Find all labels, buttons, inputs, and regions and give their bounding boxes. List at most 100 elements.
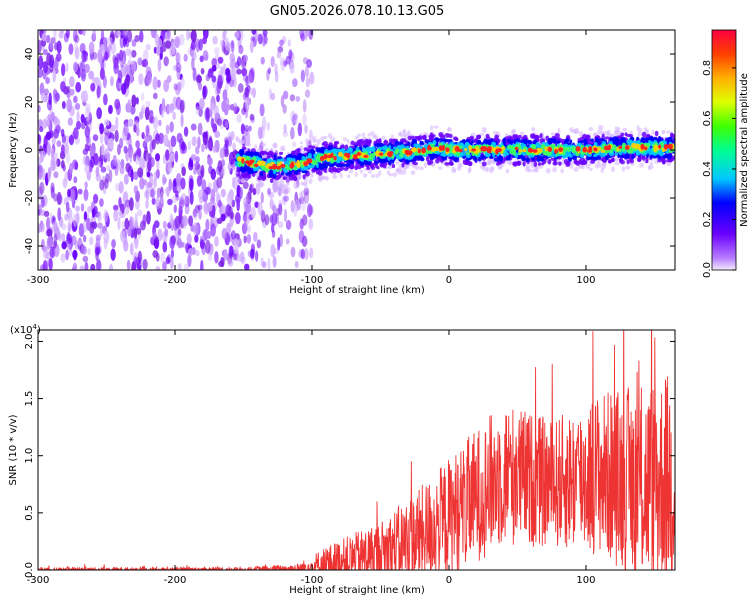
spectrogram-noise-cell	[120, 158, 125, 169]
spectrogram-noise-cell	[101, 59, 107, 71]
snr-ytick-label: 0.0	[24, 562, 35, 578]
spectrogram-noise-cell	[53, 193, 58, 202]
spectrogram-noise-cell	[91, 208, 96, 218]
spectrogram-signal-cell	[612, 136, 618, 143]
spectrogram-noise-cell	[303, 187, 310, 196]
spectrogram-signal-cell	[257, 176, 262, 181]
spectrogram-signal-cell	[407, 155, 412, 161]
spectrogram-noise-cell	[160, 186, 164, 198]
spectrogram-noise-cell	[196, 74, 203, 84]
spectrogram-signal-cell	[381, 135, 386, 140]
spectrogram-signal-cell	[502, 137, 506, 144]
spectrogram-signal-cell	[355, 163, 359, 168]
spectrogram-signal-cell	[302, 166, 308, 171]
spectrogram-noise-cell	[221, 166, 226, 176]
spectrogram-signal-cell	[451, 166, 456, 173]
spectrogram-noise-cell	[292, 141, 297, 148]
spectrogram-noise-cell	[122, 191, 129, 205]
spectrogram-noise-cell	[205, 186, 211, 195]
spectrogram-noise-cell	[69, 188, 76, 203]
spectrogram-signal-cell	[290, 161, 295, 167]
spectrogram-noise-cell	[280, 95, 285, 108]
spectrogram-signal-cell	[336, 159, 341, 164]
spectrogram-signal-cell	[666, 130, 671, 134]
spectrogram-noise-cell	[77, 188, 83, 195]
spectrogram-noise-cell	[175, 96, 182, 110]
spectrogram-noise-cell	[72, 159, 78, 170]
colorbar-label: Normalized spectral amplitude	[739, 73, 750, 227]
spectrogram-noise-cell	[123, 240, 129, 252]
spectrogram-noise-cell	[306, 59, 313, 68]
spectrogram-signal-cell	[444, 132, 450, 138]
spectrogram-noise-cell	[207, 254, 213, 261]
spectrogram-noise-cell	[270, 56, 275, 68]
spectrogram-noise-cell	[106, 165, 111, 172]
spectrogram-noise-cell	[118, 196, 122, 208]
spectrogram-noise-cell	[144, 106, 150, 121]
spectrogram-signal-cell	[255, 182, 261, 188]
spectrogram-noise-cell	[240, 59, 245, 69]
spectrogram-noise-cell	[230, 130, 235, 141]
spectrogram-signal-cell	[270, 151, 275, 158]
spectrogram-signal-cell	[292, 176, 298, 182]
spectrogram-signal-cell	[620, 132, 625, 137]
spectrogram-noise-cell	[298, 230, 305, 244]
spectrogram-signal-cell	[465, 157, 470, 161]
spectrogram-noise-cell	[166, 75, 172, 83]
spectrogram-noise-cell	[126, 30, 133, 43]
spectrogram-noise-cell	[202, 85, 208, 98]
spectrogram-noise-cell	[232, 176, 238, 190]
spectrogram-noise-cell	[109, 263, 114, 270]
spectrogram-noise-cell	[267, 257, 271, 270]
spectrogram-signal-cell	[449, 158, 453, 164]
spectrogram-noise-cell	[114, 182, 120, 192]
spectrogram-signal-cell	[434, 125, 439, 129]
spectrogram-noise-cell	[56, 140, 62, 148]
spectrogram-signal-cell	[361, 132, 366, 138]
spectrogram-signal-cell	[629, 134, 633, 138]
spectrogram-noise-cell	[239, 251, 245, 263]
spectrogram-signal-cell	[506, 145, 512, 150]
spectrogram-noise-cell	[221, 227, 228, 240]
spectrogram-noise-cell	[260, 210, 266, 223]
spectrogram-noise-cell	[221, 100, 227, 113]
spectrogram-signal-cell	[575, 146, 581, 152]
spectrogram-noise-cell	[110, 41, 117, 55]
spectrogram-signal-cell	[514, 146, 519, 151]
spectrogram-noise-cell	[41, 168, 46, 181]
spectrogram-signal-cell	[646, 133, 651, 138]
spectrogram-signal-cell	[658, 144, 662, 149]
spectrogram-signal-cell	[482, 145, 488, 152]
spectrogram-signal-cell	[404, 149, 410, 155]
colorbar: 0.00.20.40.60.8 Normalized spectral ampl…	[702, 29, 750, 278]
spectrogram-noise-cell	[235, 212, 241, 225]
spectrogram-signal-cell	[531, 157, 536, 162]
spectrogram-noise-cell	[236, 198, 240, 212]
spectrogram-noise-cell	[251, 30, 257, 35]
spectrogram-noise-cell	[238, 44, 244, 55]
spectrogram-noise-cell	[98, 52, 103, 64]
spectrogram-signal-cell	[286, 166, 290, 171]
spectrogram-signal-cell	[666, 154, 672, 160]
spectrogram-signal-cell	[606, 129, 611, 136]
spectrogram-noise-cell	[71, 131, 77, 140]
spectrogram-signal-cell	[476, 134, 482, 140]
spectrogram-noise-cell	[290, 200, 295, 213]
spectrogram-noise-cell	[221, 159, 226, 167]
spectrogram-signal-cell	[391, 163, 396, 169]
spectrogram-signal-cell	[293, 166, 298, 171]
spectrogram-noise-cell	[43, 210, 50, 217]
spectrogram-noise-cell	[141, 131, 145, 140]
spectrogram-signal-cell	[600, 130, 606, 135]
spectrogram-noise-cell	[206, 230, 212, 240]
spectrogram-signal-cell	[303, 161, 308, 167]
spectrogram-signal-cell	[537, 162, 542, 166]
spectrogram-signal-cell	[371, 134, 376, 139]
spectrogram-signal-cell	[492, 141, 497, 147]
spectrogram-xtick-label: -200	[164, 275, 187, 286]
spectrogram-noise-cell	[277, 45, 284, 53]
spectrogram-noise-cell	[163, 134, 169, 147]
spectrogram-noise-cell	[110, 248, 116, 261]
spectrogram-signal-cell	[636, 151, 640, 156]
spectrogram-noise-cell	[300, 69, 306, 83]
